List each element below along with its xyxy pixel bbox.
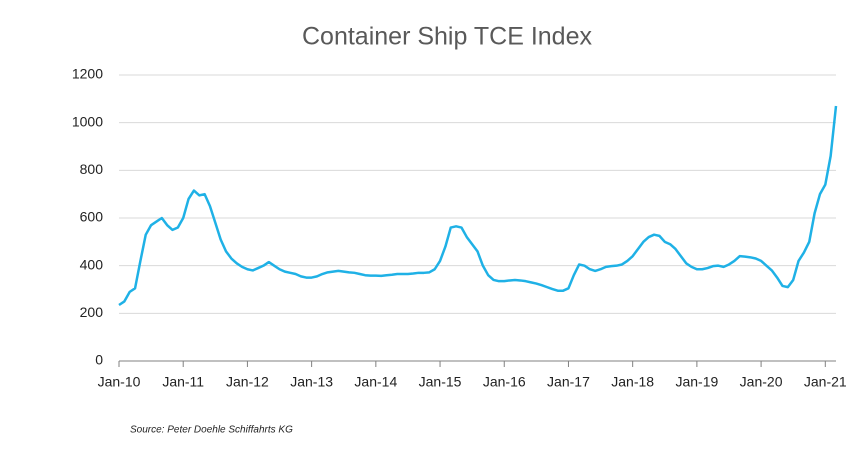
x-tick-label: Jan-19 (675, 374, 718, 390)
data-line (118, 105, 838, 307)
x-tick-label: Jan-21 (804, 374, 847, 390)
source-note: Source: Peter Doehle Schiffahrts KG (130, 425, 293, 436)
x-tick-label: Jan-20 (740, 374, 783, 390)
chart-title: Container Ship TCE Index (302, 23, 592, 51)
y-tick-label: 200 (80, 304, 104, 320)
y-tick-label: 1200 (72, 66, 103, 82)
x-tick-label: Jan-11 (162, 374, 204, 390)
y-tick-label: 400 (80, 256, 104, 272)
x-tick-label: Jan-12 (226, 374, 269, 390)
y-tick-label: 0 (95, 352, 103, 368)
x-tick-label: Jan-13 (290, 374, 333, 390)
y-tick-label: 1000 (72, 113, 103, 129)
y-tick-label: 600 (80, 209, 104, 225)
x-tick-label: Jan-14 (354, 374, 397, 390)
y-tick-label: 800 (80, 161, 104, 177)
x-tick-label: Jan-18 (611, 374, 654, 390)
x-tick-label: Jan-17 (547, 374, 590, 390)
x-tick-label: Jan-10 (98, 374, 141, 390)
x-tick-label: Jan-16 (483, 374, 526, 390)
x-tick-label: Jan-15 (419, 374, 462, 390)
